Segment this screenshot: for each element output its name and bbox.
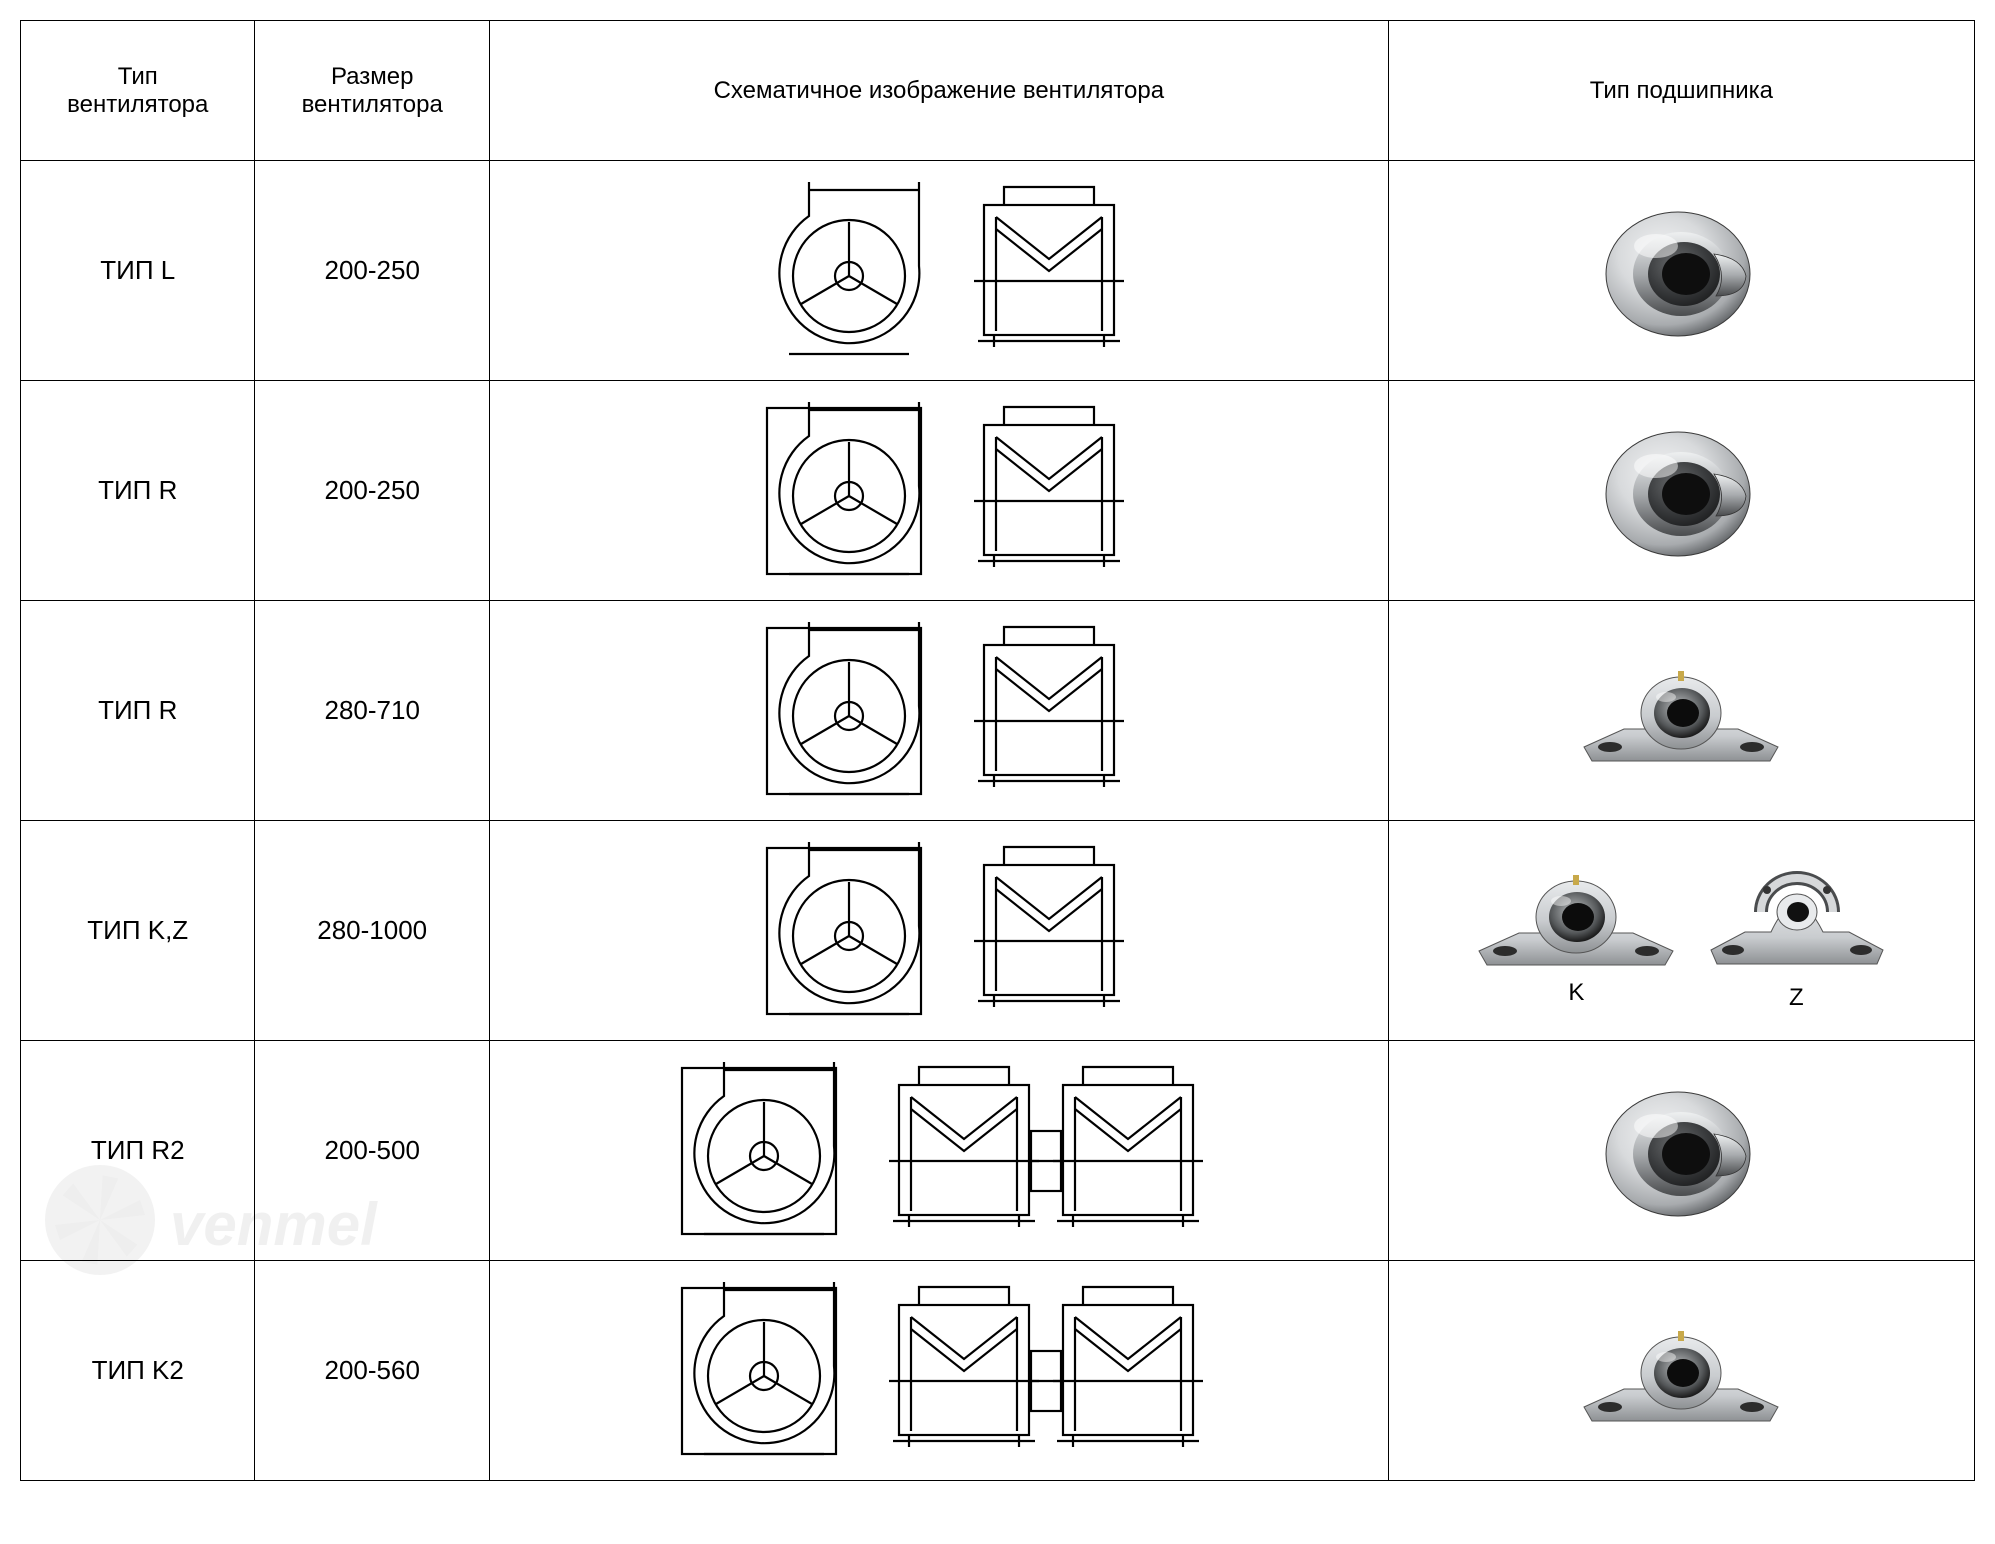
- fan-type-text: ТИП K,Z: [87, 915, 188, 945]
- cell-bearing: [1388, 1041, 1974, 1261]
- header-schematic: Схематичное изображение вентилятора: [489, 21, 1388, 161]
- cell-bearing: [1388, 381, 1974, 601]
- insert-bearing-icon: [1596, 1076, 1766, 1226]
- cell-fan-type: ТИП R: [21, 601, 255, 821]
- header-fan-size: Размервентилятора: [255, 21, 489, 161]
- cell-bearing: [1388, 161, 1974, 381]
- table-row: ТИП R 280-710: [21, 601, 1975, 821]
- fan-type-text: ТИП R: [98, 695, 177, 725]
- fan-size-text: 280-1000: [317, 915, 427, 945]
- fan-side-icon: [969, 841, 1129, 1021]
- fan-type-text: ТИП L: [100, 255, 175, 285]
- cell-fan-type: ТИП L: [21, 161, 255, 381]
- header-schematic-text: Схематичное изображение вентилятора: [714, 77, 1165, 104]
- cell-schematic: [489, 601, 1388, 821]
- fan-side-icon: [969, 401, 1129, 581]
- fan-size-text: 280-710: [324, 695, 419, 725]
- cell-bearing: [1388, 601, 1974, 821]
- cell-fan-size: 280-1000: [255, 821, 489, 1041]
- header-fan-type-text: Типвентилятора: [67, 63, 208, 118]
- pillow-block-z-icon: [1701, 850, 1891, 980]
- table-row: ТИП R 200-250: [21, 381, 1975, 601]
- cell-schematic: [489, 1261, 1388, 1481]
- fan-side-icon: [969, 621, 1129, 801]
- pillow-block-icon: [1576, 651, 1786, 771]
- cell-schematic: [489, 1041, 1388, 1261]
- header-fan-type: Типвентилятора: [21, 21, 255, 161]
- fan-side-icon: [969, 181, 1129, 361]
- fan-side-double-icon: [884, 1281, 1214, 1461]
- cell-schematic: [489, 161, 1388, 381]
- fan-side-double-icon: [884, 1061, 1214, 1241]
- fan-size-text: 200-250: [324, 255, 419, 285]
- cell-fan-size: 200-500: [255, 1041, 489, 1261]
- fan-type-text: ТИП R: [98, 475, 177, 505]
- fan-front-icon: [749, 396, 939, 586]
- cell-fan-size: 200-250: [255, 381, 489, 601]
- pillow-block-icon: [1576, 1311, 1786, 1431]
- table-row: ТИП R2 200-500: [21, 1041, 1975, 1261]
- header-bearing-text: Тип подшипника: [1590, 77, 1773, 104]
- fan-front-icon: [749, 616, 939, 806]
- bearing-label-z: Z: [1789, 984, 1804, 1012]
- cell-fan-size: 200-250: [255, 161, 489, 381]
- bearing-label-k: K: [1568, 979, 1584, 1007]
- table-row: ТИП L 200-250: [21, 161, 1975, 381]
- fan-bearing-table: Типвентилятора Размервентилятора Схемати…: [20, 20, 1975, 1481]
- insert-bearing-icon: [1596, 196, 1766, 346]
- table-body: ТИП L 200-250: [21, 161, 1975, 1481]
- cell-bearing: [1388, 1261, 1974, 1481]
- header-row: Типвентилятора Размервентилятора Схемати…: [21, 21, 1975, 161]
- pillow-block-icon: [1471, 855, 1681, 975]
- insert-bearing-icon: [1596, 416, 1766, 566]
- cell-fan-type: ТИП K2: [21, 1261, 255, 1481]
- header-fan-size-text: Размервентилятора: [302, 63, 443, 118]
- cell-fan-type: ТИП R: [21, 381, 255, 601]
- cell-bearing: K Z: [1388, 821, 1974, 1041]
- fan-front-icon: [749, 176, 939, 366]
- cell-fan-type: ТИП R2: [21, 1041, 255, 1261]
- fan-type-text: ТИП K2: [92, 1355, 184, 1385]
- fan-front-icon: [664, 1056, 854, 1246]
- header-bearing: Тип подшипника: [1388, 21, 1974, 161]
- fan-type-text: ТИП R2: [91, 1135, 185, 1165]
- fan-size-text: 200-560: [324, 1355, 419, 1385]
- table-row: ТИП K2 200-560: [21, 1261, 1975, 1481]
- cell-fan-type: ТИП K,Z: [21, 821, 255, 1041]
- fan-size-text: 200-500: [324, 1135, 419, 1165]
- cell-fan-size: 200-560: [255, 1261, 489, 1481]
- table-row: ТИП K,Z 280-1000: [21, 821, 1975, 1041]
- fan-front-icon: [664, 1276, 854, 1466]
- cell-schematic: [489, 381, 1388, 601]
- fan-front-icon: [749, 836, 939, 1026]
- cell-fan-size: 280-710: [255, 601, 489, 821]
- cell-schematic: [489, 821, 1388, 1041]
- fan-size-text: 200-250: [324, 475, 419, 505]
